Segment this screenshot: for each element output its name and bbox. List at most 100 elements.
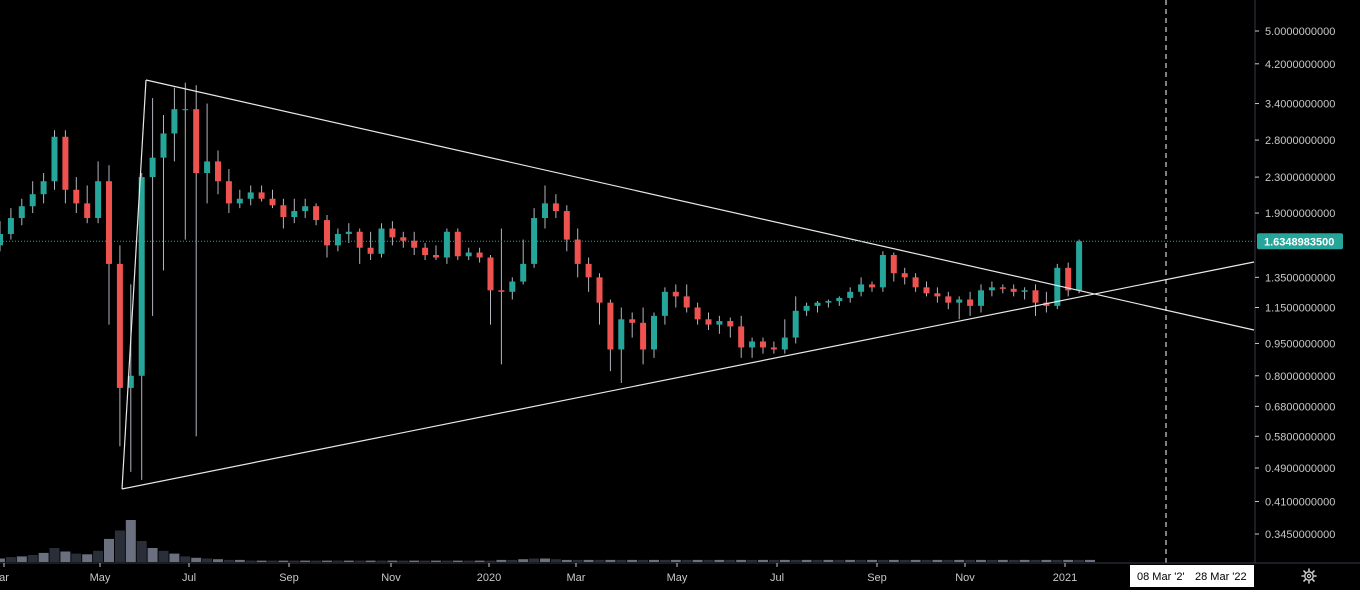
price-tick-label: 0.5800000000 [1265,431,1335,443]
volume-bar [180,556,191,562]
time-tick-label: 2020 [477,572,501,584]
volume-bar [823,559,834,562]
candle-body [345,231,352,234]
volume-bar [659,559,670,562]
candle [324,215,330,258]
candle-body [585,263,592,278]
candle [770,341,777,354]
candle [651,312,657,358]
candle-body [978,290,984,306]
volume-bar [561,559,572,562]
candle-body [269,198,276,206]
volume-bar [354,560,365,562]
candle-body [215,161,221,182]
price-tick-label: 0.6800000000 [1265,401,1335,413]
volume-bar [888,559,899,562]
volume-bar [441,560,452,562]
volume-bar [202,558,213,562]
candle-body [149,157,156,178]
gear-icon[interactable] [1300,568,1318,586]
candle-body [563,211,570,240]
volume-bar [1063,559,1074,562]
volume-bar [583,559,594,562]
candle-body [106,181,112,264]
triangle-left-edge[interactable] [121,79,147,490]
volume-bar [845,559,856,562]
volume-bar [452,560,463,562]
candle [672,284,679,308]
volume-bar [758,559,768,562]
candle [182,82,189,240]
volume-bar [431,560,441,562]
candle [367,231,374,261]
volume-bar [398,560,409,562]
candle [29,181,36,214]
price-tick-label: 3.4000000000 [1265,99,1335,111]
time-tick-label: Jul [182,572,196,584]
crosshair-date-bg [1130,565,1254,587]
price-tick-label: 1.3500000000 [1265,272,1335,284]
volume-bar [681,559,692,562]
last-price-label: 1.6348983500 [1257,233,1343,250]
volume-bar [136,541,147,562]
volume-bar [71,553,82,562]
volume-bar [300,560,311,562]
candle-body [29,194,36,207]
time-axis[interactable]: ar May Jul Sep Nov 2020 Mar May Jul Sep Nov 2021 [0,563,1077,584]
time-tick-label: May [667,572,688,584]
candle-body [1054,267,1061,306]
candle [607,299,614,372]
volume-bar [256,560,267,562]
candle-body [1043,302,1050,306]
candle [858,277,865,297]
candle [792,296,799,344]
candle [923,281,930,297]
candle-body [1010,288,1017,292]
candle [313,203,320,226]
candle-body [879,255,886,288]
crosshair-range-end-text: 28 Mar '22 [1195,571,1247,583]
candle-body [7,218,14,234]
candle [509,277,516,300]
volume-bar [594,559,605,562]
volume-bar [93,550,104,562]
candle-body [204,161,211,174]
last-price-label-bg [1257,233,1343,250]
price-tick-label: 0.9500000000 [1265,338,1335,350]
trendline-drawings[interactable] [121,79,1255,490]
candle-body [694,307,701,320]
candle-body [1065,267,1072,291]
volume-bar [1085,559,1095,562]
lower-trendline[interactable] [121,261,1255,490]
upper-trendline[interactable] [145,79,1255,331]
candles [0,82,1083,480]
candle [356,228,363,264]
candle [901,267,908,285]
volume-bar [409,560,420,562]
candle [258,185,265,202]
volume-bar [768,559,779,562]
volume-bar [540,558,550,562]
price-axis[interactable]: 5.0000000000 4.2000000000 3.4000000000 2.80… [1255,26,1335,541]
volume-bar [616,559,627,562]
candle [51,130,58,190]
volume-bar [5,557,16,562]
candle [454,228,461,261]
candle [738,315,745,358]
volume-bar [1041,559,1052,562]
candle-body [672,291,679,297]
volume-bar [485,560,496,562]
volume-bar [692,559,703,562]
volume-bar [114,530,125,562]
volume-bar [267,560,278,562]
candle-body [618,319,625,350]
candle [683,284,690,313]
candle [465,247,472,261]
candle [345,223,352,244]
candle [879,251,886,292]
candle-body [869,284,875,288]
volume-bar [943,559,954,562]
candle [967,291,974,316]
